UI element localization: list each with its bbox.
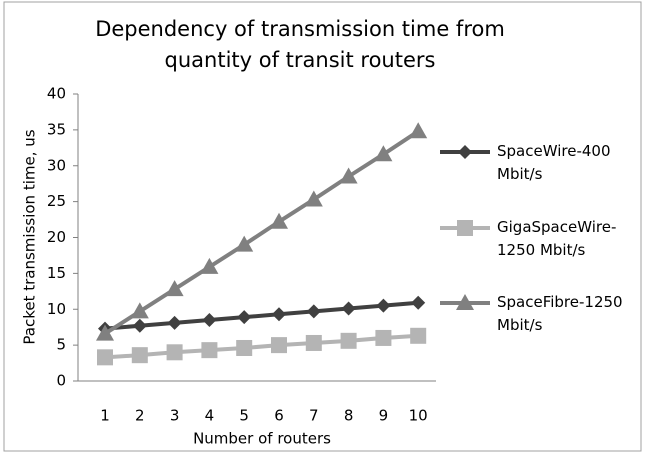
marker: [341, 301, 356, 316]
x-tick-label: 3: [170, 407, 180, 425]
marker: [132, 318, 147, 333]
marker: [270, 212, 288, 229]
x-tick-label: 7: [309, 407, 319, 425]
marker: [376, 298, 391, 313]
marker: [96, 324, 114, 341]
marker: [271, 337, 287, 354]
legend-label: GigaSpaceWire-1250 Mbit/s: [497, 218, 617, 259]
marker: [200, 257, 219, 274]
marker: [304, 190, 323, 207]
x-tick-label: 1: [100, 407, 110, 425]
x-tick-label: 6: [274, 407, 284, 425]
marker: [166, 344, 183, 361]
marker: [236, 339, 253, 356]
x-tick-label: 5: [239, 407, 249, 425]
marker: [130, 302, 149, 319]
y-tick-label: 30: [47, 156, 66, 174]
marker: [97, 349, 113, 366]
marker: [305, 334, 322, 351]
marker: [339, 167, 358, 184]
marker: [165, 280, 184, 297]
x-tick-label: 9: [379, 407, 389, 425]
chart-title: Dependency of transmission time from qua…: [95, 17, 505, 72]
marker: [202, 313, 217, 328]
y-tick-label: 0: [56, 372, 66, 390]
y-tick-label: 35: [47, 120, 66, 138]
x-tick-label: 4: [205, 407, 215, 425]
marker: [272, 307, 286, 322]
marker: [374, 145, 393, 162]
marker: [131, 347, 148, 364]
frame: [3, 1, 642, 452]
marker: [235, 235, 254, 252]
y-tick-label: 15: [47, 264, 66, 282]
y-axis-label: Packet transmission time, us: [21, 129, 39, 344]
marker: [167, 315, 182, 330]
marker: [340, 332, 357, 349]
y-tick-label: 5: [56, 336, 66, 354]
y-tick-label: 20: [47, 228, 66, 246]
marker: [201, 342, 218, 359]
marker: [458, 145, 472, 159]
marker: [306, 304, 321, 319]
marker: [409, 122, 428, 139]
marker: [237, 310, 252, 325]
y-tick-label: 25: [47, 192, 66, 210]
y-tick-label: 10: [47, 300, 66, 318]
y-tick-label: 40: [47, 85, 66, 103]
legend-label: SpaceWire-400 Mbit/s: [497, 142, 611, 183]
marker: [457, 220, 473, 236]
series-line: [103, 129, 420, 336]
x-tick-label: 8: [344, 407, 354, 425]
marker: [375, 329, 392, 346]
marker: [410, 327, 427, 344]
series-line: [104, 300, 419, 331]
series-line: [104, 333, 419, 360]
marker: [456, 294, 474, 310]
legend-label: SpaceFibre-1250 Mbit/s: [497, 293, 623, 334]
x-tick-label: 2: [135, 407, 145, 425]
marker: [411, 295, 426, 310]
x-tick-label: 10: [409, 407, 428, 425]
x-axis-label: Number of routers: [193, 430, 331, 448]
